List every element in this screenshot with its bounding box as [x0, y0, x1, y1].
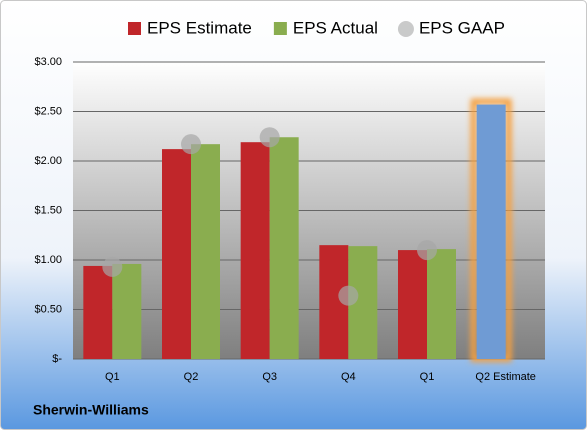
gaap-marker: [417, 240, 437, 261]
legend-label: EPS Actual: [293, 18, 378, 37]
x-tick-label: Q1: [105, 371, 120, 383]
x-tick-label: Q2 Estimate: [475, 371, 536, 383]
bar: [269, 137, 299, 359]
bar: [162, 149, 191, 359]
y-tick-label: $1.00: [34, 254, 62, 266]
bar: [398, 250, 427, 359]
bar: [112, 263, 142, 359]
legend-swatch: [273, 22, 287, 35]
bar: [191, 144, 220, 359]
y-tick-label: $2.00: [34, 155, 62, 167]
bar: [83, 265, 113, 359]
gaap-marker: [181, 134, 201, 155]
bar: [240, 142, 270, 359]
x-tick-label: Q4: [341, 371, 356, 383]
bar: [427, 249, 456, 359]
gaap-marker: [102, 256, 123, 277]
legend-swatch: [128, 22, 141, 35]
x-tick-label: Q3: [262, 371, 277, 383]
gaap-marker: [259, 127, 280, 148]
legend-label: EPS GAAP: [419, 18, 505, 37]
y-tick-label: $-: [52, 353, 62, 365]
x-tick-label: Q2: [184, 371, 199, 383]
y-tick-label: $1.50: [34, 204, 62, 216]
y-tick-label: $2.50: [34, 105, 62, 117]
y-tick-label: $0.50: [34, 303, 62, 315]
y-tick-label: $3.00: [34, 56, 62, 68]
footer: Sherwin-Williams: [33, 402, 149, 418]
gaap-marker: [338, 285, 359, 306]
x-tick-label: Q1: [420, 371, 435, 383]
legend-label: EPS Estimate: [147, 18, 252, 37]
legend-marker: [397, 21, 414, 37]
bar: [476, 104, 506, 359]
